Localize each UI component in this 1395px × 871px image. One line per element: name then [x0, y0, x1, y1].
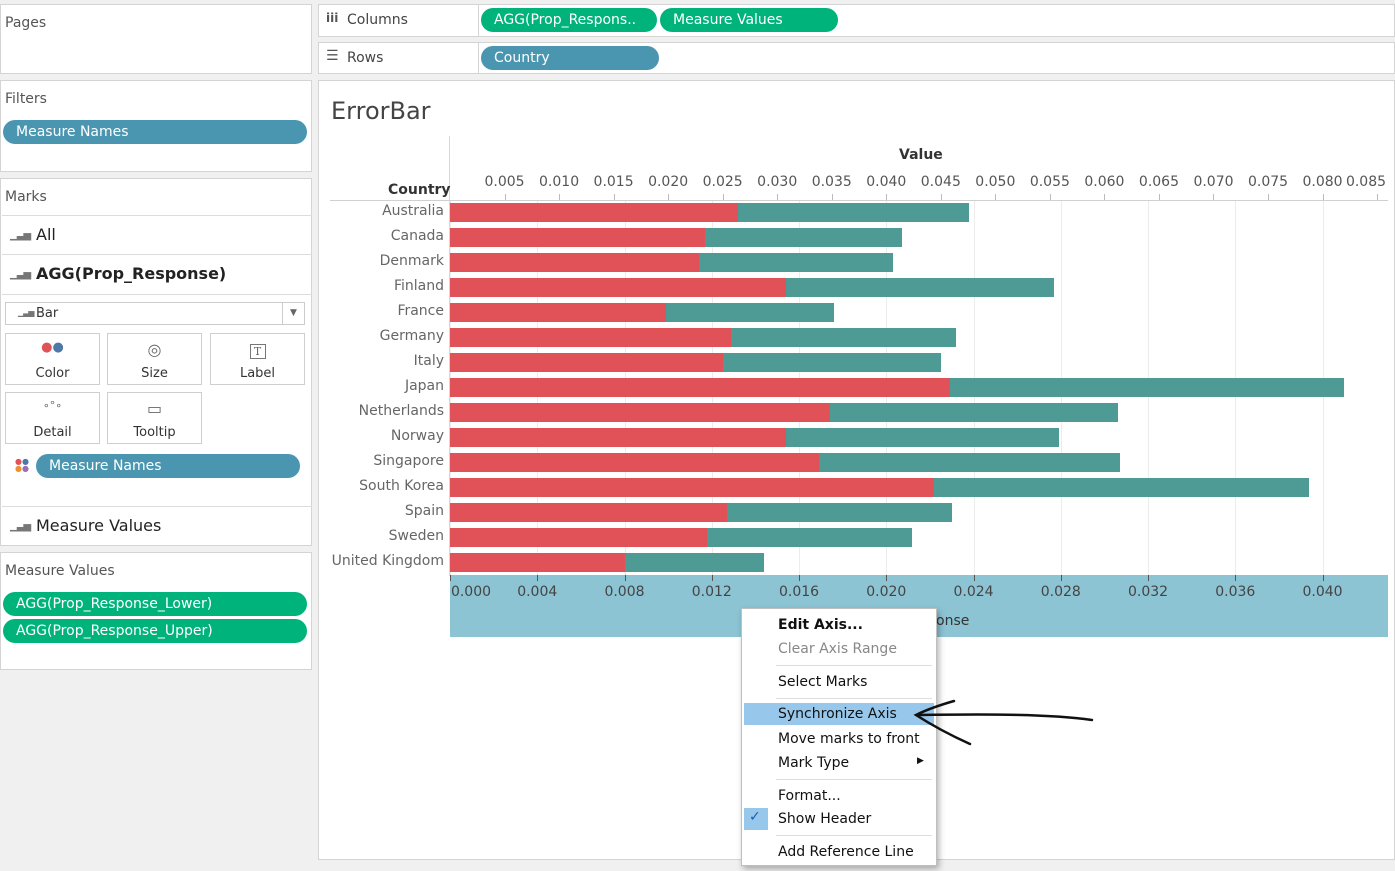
filter-pill-measure-names[interactable]: Measure Names [3, 120, 307, 144]
color-dots-icon: ●● ●● [15, 457, 29, 473]
size-icon: ◎ [147, 340, 162, 359]
menu-add-reference-line[interactable]: Add Reference Line [778, 844, 914, 860]
label-button[interactable]: T Label [210, 333, 305, 385]
pages-card: Pages [0, 4, 312, 74]
marks-tab-agg[interactable]: ▁▃▅ AGG(Prop_Response) [2, 255, 312, 295]
bar-chart-icon: ▁▃▅ [10, 521, 31, 532]
label-icon: T [211, 340, 304, 359]
bar-chart-icon: ▁▃▅ [18, 308, 35, 317]
marks-card: Marks ▁▃▅ All ▁▃▅ AGG(Prop_Response) ▁▃▅… [0, 178, 312, 546]
tooltip-label: Tooltip [133, 425, 176, 440]
bar-chart-icon: ▁▃▅ [10, 230, 31, 241]
checkmark-icon: ✓ [749, 809, 761, 825]
size-label: Size [141, 366, 168, 381]
color-icon: ●● [41, 340, 64, 355]
menu-move-marks-to-front[interactable]: Move marks to front [778, 731, 920, 747]
measure-values-card: Measure Values AGG(Prop_Response_Lower) … [0, 552, 312, 670]
filters-card: Filters Measure Names [0, 80, 312, 172]
tooltip-icon: ▭ [146, 399, 163, 418]
marks-tab-all[interactable]: ▁▃▅ All [2, 215, 312, 255]
rows-icon: ☰ [326, 48, 339, 64]
measure-pill-lower[interactable]: AGG(Prop_Response_Lower) [3, 592, 307, 616]
menu-mark-type[interactable]: Mark Type [778, 755, 850, 771]
show-header-check-bg [744, 808, 768, 830]
filters-title: Filters [5, 91, 47, 107]
columns-label: Columns [347, 12, 408, 28]
columns-pill-measure-values[interactable]: Measure Values [660, 8, 838, 32]
marks-tab-measure-values[interactable]: ▁▃▅ Measure Values [2, 506, 312, 546]
rows-label: Rows [347, 50, 384, 66]
detail-icon: ∘°∘ [42, 399, 63, 412]
columns-icon: iii [326, 11, 339, 25]
menu-clear-axis-range: Clear Axis Range [778, 641, 897, 657]
marks-all-label: All [36, 225, 56, 244]
menu-select-marks[interactable]: Select Marks [778, 674, 868, 690]
view-title: ErrorBar [331, 97, 431, 125]
color-button[interactable]: ●● Color [5, 333, 100, 385]
measure-pill-upper[interactable]: AGG(Prop_Response_Upper) [3, 619, 307, 643]
bar-chart-icon: ▁▃▅ [10, 269, 31, 280]
mark-type-dropdown[interactable]: ▁▃▅ Bar ▼ [5, 302, 305, 325]
menu-synchronize-axis[interactable]: Synchronize Axis [744, 703, 934, 725]
size-button[interactable]: ◎ Size [107, 333, 202, 385]
axis-context-menu: Edit Axis... Clear Axis Range Select Mar… [741, 608, 937, 866]
columns-pill-agg[interactable]: AGG(Prop_Respons.. [481, 8, 657, 32]
marks-title: Marks [5, 189, 47, 205]
chevron-down-icon: ▼ [282, 303, 304, 324]
detail-label: Detail [33, 425, 72, 440]
mark-type-value: Bar [36, 306, 59, 321]
submenu-arrow-icon: ▶ [917, 756, 924, 766]
marks-measure-values-label: Measure Values [36, 516, 162, 535]
marks-agg-label: AGG(Prop_Response) [36, 264, 227, 283]
pages-title: Pages [5, 15, 47, 31]
measure-values-title: Measure Values [5, 563, 115, 579]
color-label: Color [35, 366, 70, 381]
columns-shelf: iii Columns AGG(Prop_Respons.. Measure V… [318, 4, 1395, 37]
menu-edit-axis[interactable]: Edit Axis... [778, 617, 863, 633]
color-pill-measure-names[interactable]: Measure Names [36, 454, 300, 478]
label-label: Label [239, 366, 276, 381]
menu-format[interactable]: Format... [778, 788, 841, 804]
menu-show-header[interactable]: Show Header [778, 811, 872, 827]
rows-shelf: ☰ Rows Country [318, 42, 1395, 74]
tooltip-button[interactable]: ▭ Tooltip [107, 392, 202, 444]
detail-button[interactable]: ∘°∘ Detail [5, 392, 100, 444]
rows-pill-country[interactable]: Country [481, 46, 659, 70]
